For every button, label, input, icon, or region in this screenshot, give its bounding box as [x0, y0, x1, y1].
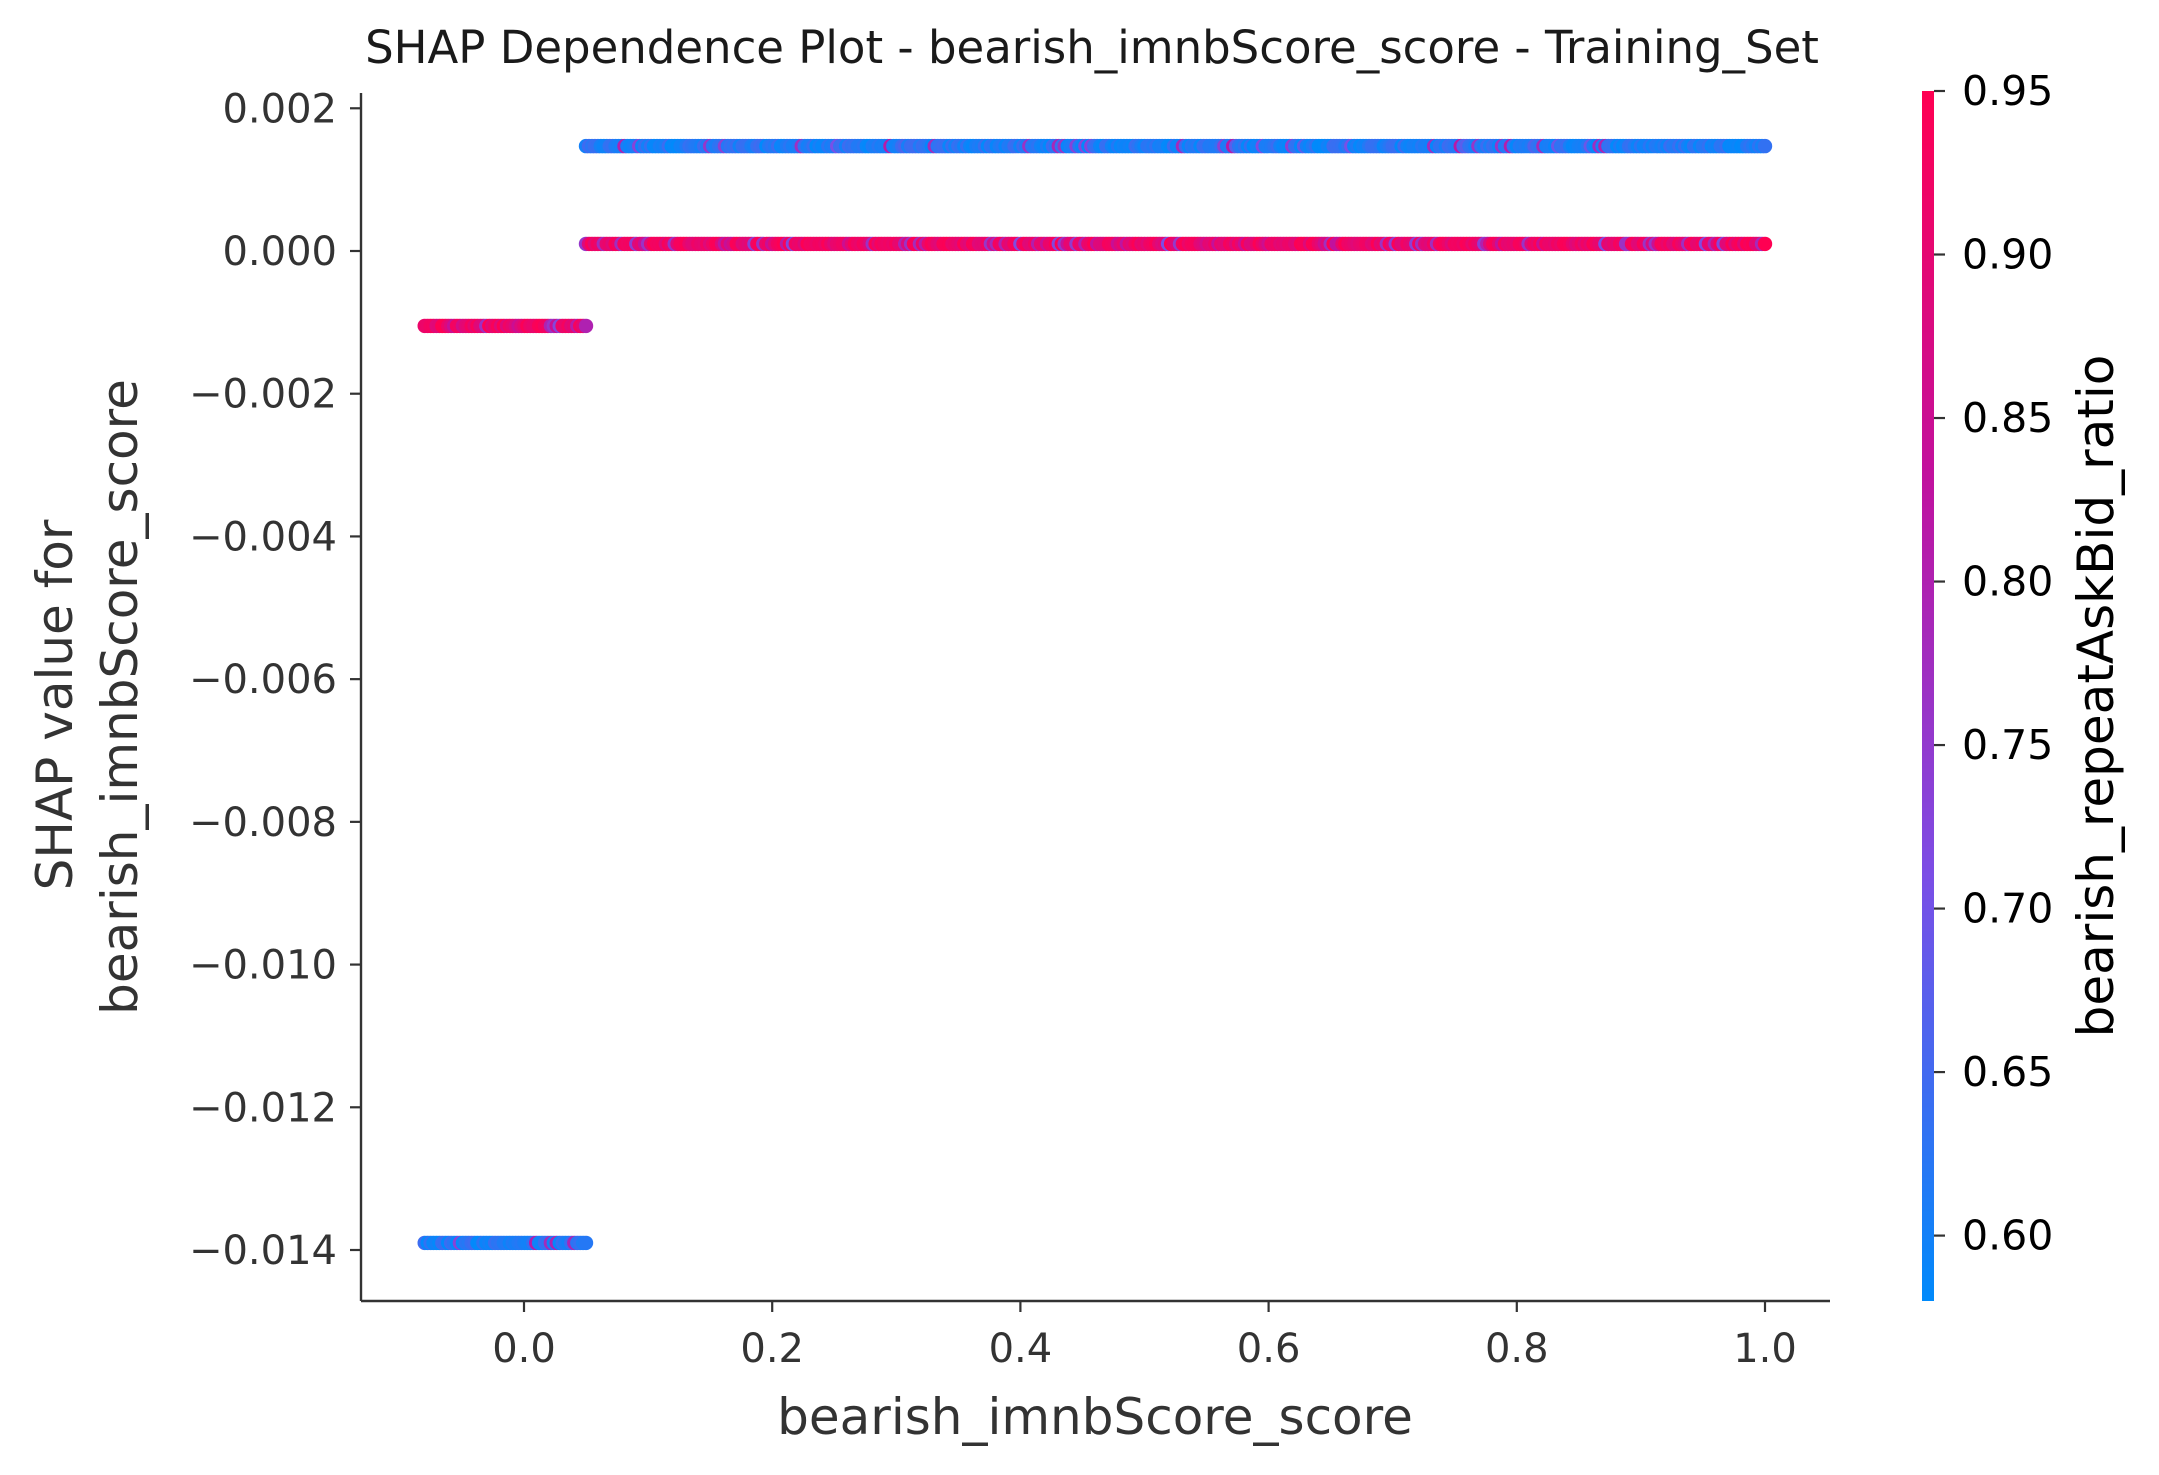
colorbar-tick-label: 0.60 [1962, 1212, 2053, 1260]
y-axis-label: SHAP value for bearish_imnbScore_score [26, 379, 149, 1015]
chart-title: SHAP Dependence Plot - bearish_imnbScore… [365, 21, 1819, 74]
zero-band-point [1757, 236, 1773, 252]
colorbar-tick-label: 0.95 [1962, 67, 2053, 115]
x-tick-label: 0.6 [1237, 1326, 1301, 1372]
x-axis-ticks: 0.0 0.2 0.4 0.6 0.8 1.0 [492, 1301, 1797, 1372]
y-tick-label: −0.014 [189, 1228, 337, 1274]
y-tick-label: −0.010 [189, 943, 337, 989]
colorbar-tick-label: 0.80 [1962, 558, 2053, 606]
y-tick-label: −0.002 [189, 372, 337, 418]
upper-band-point [1757, 138, 1773, 154]
colorbar-label: bearish_repeatAskBid_ratio [2067, 355, 2125, 1038]
x-tick-label: 0.0 [492, 1326, 556, 1372]
colorbar-tick-label: 0.75 [1962, 721, 2053, 769]
negative-small-band-point [578, 318, 594, 334]
colorbar-tick-label: 0.90 [1962, 231, 2053, 279]
x-tick-label: 1.0 [1733, 1326, 1797, 1372]
y-axis-label-line-2: bearish_imnbScore_score [91, 379, 149, 1015]
y-tick-label: 0.002 [222, 86, 337, 132]
colorbar-tick-label: 0.70 [1962, 885, 2053, 933]
x-tick-label: 0.2 [740, 1326, 804, 1372]
colorbar-gradient [1922, 91, 1934, 1301]
y-axis-ticks: 0.002 0.000 −0.002 −0.004 −0.006 −0.008 −0.010… [189, 86, 361, 1274]
colorbar-ticks: 0.60 0.65 0.70 0.75 0.80 0.85 0.90 0.95 [1934, 67, 2053, 1260]
negative-large-band-point [578, 1235, 594, 1251]
x-tick-label: 0.8 [1485, 1326, 1549, 1372]
y-tick-label: −0.004 [189, 514, 337, 560]
x-tick-label: 0.4 [989, 1326, 1053, 1372]
scatter-points [417, 138, 1773, 1251]
colorbar-tick-label: 0.85 [1962, 394, 2053, 442]
y-tick-label: 0.000 [222, 229, 337, 275]
y-tick-label: −0.012 [189, 1085, 337, 1131]
y-tick-label: −0.008 [189, 800, 337, 846]
colorbar-tick-label: 0.65 [1962, 1048, 2053, 1096]
y-tick-label: −0.006 [189, 657, 337, 703]
x-axis-label: bearish_imnbScore_score [777, 1388, 1413, 1446]
y-axis-label-line-1: SHAP value for [26, 519, 84, 890]
